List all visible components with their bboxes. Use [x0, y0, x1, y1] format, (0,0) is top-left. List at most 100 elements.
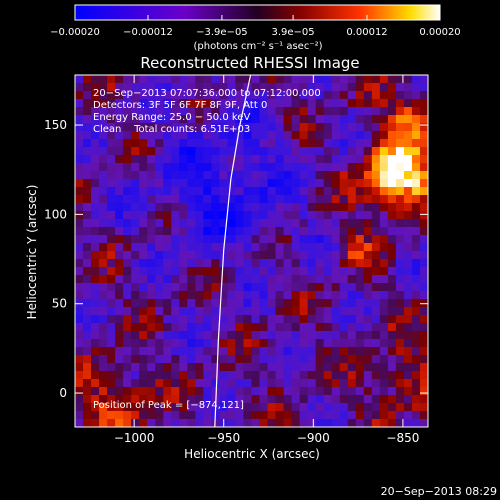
heatmap-cell: [147, 379, 156, 388]
heatmap-cell: [331, 203, 341, 212]
heatmap-cell: [267, 395, 277, 404]
heatmap-cell: [195, 131, 204, 140]
heatmap-cell: [115, 219, 124, 228]
heatmap-cell: [235, 91, 245, 100]
heatmap-cell: [299, 371, 309, 380]
heatmap-cell: [123, 331, 132, 340]
heatmap-cell: [211, 339, 221, 348]
heatmap-cell: [339, 339, 349, 348]
heatmap-cell: [195, 371, 204, 380]
heatmap-cell: [131, 195, 140, 204]
heatmap-cell: [83, 291, 92, 300]
heatmap-cell: [403, 211, 413, 220]
heatmap-cell: [219, 187, 229, 196]
heatmap-cell: [331, 315, 341, 324]
heatmap-cell: [91, 347, 100, 356]
heatmap-cell: [91, 99, 100, 108]
heatmap-cell: [275, 411, 285, 420]
heatmap-cell: [99, 139, 108, 148]
heatmap-cell: [99, 411, 108, 420]
x-tick-label: −1000: [114, 431, 155, 445]
heatmap-cell: [243, 355, 253, 364]
heatmap-cell: [203, 115, 212, 124]
heatmap-cell: [179, 331, 188, 340]
heatmap-cell: [419, 203, 428, 212]
peak-position-label: Position of Peak = [−874,121]: [93, 400, 244, 411]
heatmap-cell: [163, 371, 172, 380]
heatmap-cell: [419, 83, 428, 92]
heatmap-cell: [395, 259, 405, 268]
heatmap-cell: [147, 411, 156, 420]
heatmap-cell: [251, 83, 261, 92]
heatmap-cell: [339, 243, 349, 252]
heatmap-cell: [203, 211, 212, 220]
heatmap-cell: [419, 123, 428, 132]
heatmap-cell: [411, 187, 421, 196]
heatmap-cell: [179, 227, 188, 236]
heatmap-cell: [83, 243, 92, 252]
y-tick-label: 0: [59, 386, 67, 400]
annotation-energy: Energy Range: 25.0 − 50.0 keV: [93, 112, 250, 123]
heatmap-cell: [395, 315, 405, 324]
heatmap-cell: [395, 171, 405, 180]
heatmap-cell: [355, 331, 365, 340]
heatmap-cell: [219, 403, 229, 412]
heatmap-cell: [259, 371, 269, 380]
heatmap-cell: [403, 411, 413, 420]
heatmap-cell: [83, 307, 92, 316]
heatmap-cell: [203, 379, 212, 388]
heatmap-cell: [363, 83, 373, 92]
heatmap-cell: [235, 251, 245, 260]
heatmap-cell: [195, 99, 204, 108]
heatmap-cell: [171, 403, 180, 412]
heatmap-cell: [187, 187, 196, 196]
heatmap-cell: [323, 347, 333, 356]
heatmap-cell: [395, 91, 405, 100]
heatmap-cell: [363, 395, 373, 404]
heatmap-cell: [315, 387, 325, 396]
heatmap-cell: [251, 187, 261, 196]
heatmap-cell: [363, 387, 373, 396]
heatmap-cell: [227, 99, 237, 108]
heatmap-cell: [123, 411, 132, 420]
heatmap-cell: [307, 131, 317, 140]
heatmap-cell: [243, 323, 253, 332]
heatmap-cell: [91, 83, 100, 92]
heatmap-cell: [379, 155, 389, 164]
heatmap-cell: [171, 227, 180, 236]
colorbar-tick-label: 0.00020: [419, 27, 460, 38]
heatmap-cell: [75, 275, 84, 284]
heatmap-cell: [379, 227, 389, 236]
heatmap-cell: [123, 403, 132, 412]
heatmap-cell: [339, 371, 349, 380]
heatmap-cell: [315, 123, 325, 132]
heatmap-cell: [355, 411, 365, 420]
heatmap-cell: [195, 267, 204, 276]
heatmap-cell: [291, 387, 301, 396]
heatmap-cell: [235, 83, 245, 92]
heatmap-cell: [371, 403, 381, 412]
heatmap-cell: [235, 275, 245, 284]
heatmap-cell: [307, 75, 317, 84]
heatmap-cell: [91, 107, 100, 116]
heatmap-cell: [203, 275, 212, 284]
heatmap-cell: [91, 235, 100, 244]
heatmap-cell: [115, 75, 124, 84]
heatmap-cell: [147, 171, 156, 180]
heatmap-cell: [251, 339, 261, 348]
heatmap-cell: [259, 171, 269, 180]
heatmap-cell: [75, 139, 84, 148]
heatmap-cell: [179, 139, 188, 148]
heatmap-cell: [139, 315, 148, 324]
heatmap-cell: [155, 251, 164, 260]
heatmap-cell: [147, 323, 156, 332]
heatmap-cell: [315, 195, 325, 204]
heatmap-cell: [123, 155, 132, 164]
heatmap-cell: [155, 379, 164, 388]
heatmap-cell: [339, 107, 349, 116]
heatmap-cell: [307, 107, 317, 116]
heatmap-cell: [243, 419, 253, 427]
heatmap-cell: [395, 403, 405, 412]
heatmap-cell: [363, 379, 373, 388]
heatmap-cell: [275, 123, 285, 132]
